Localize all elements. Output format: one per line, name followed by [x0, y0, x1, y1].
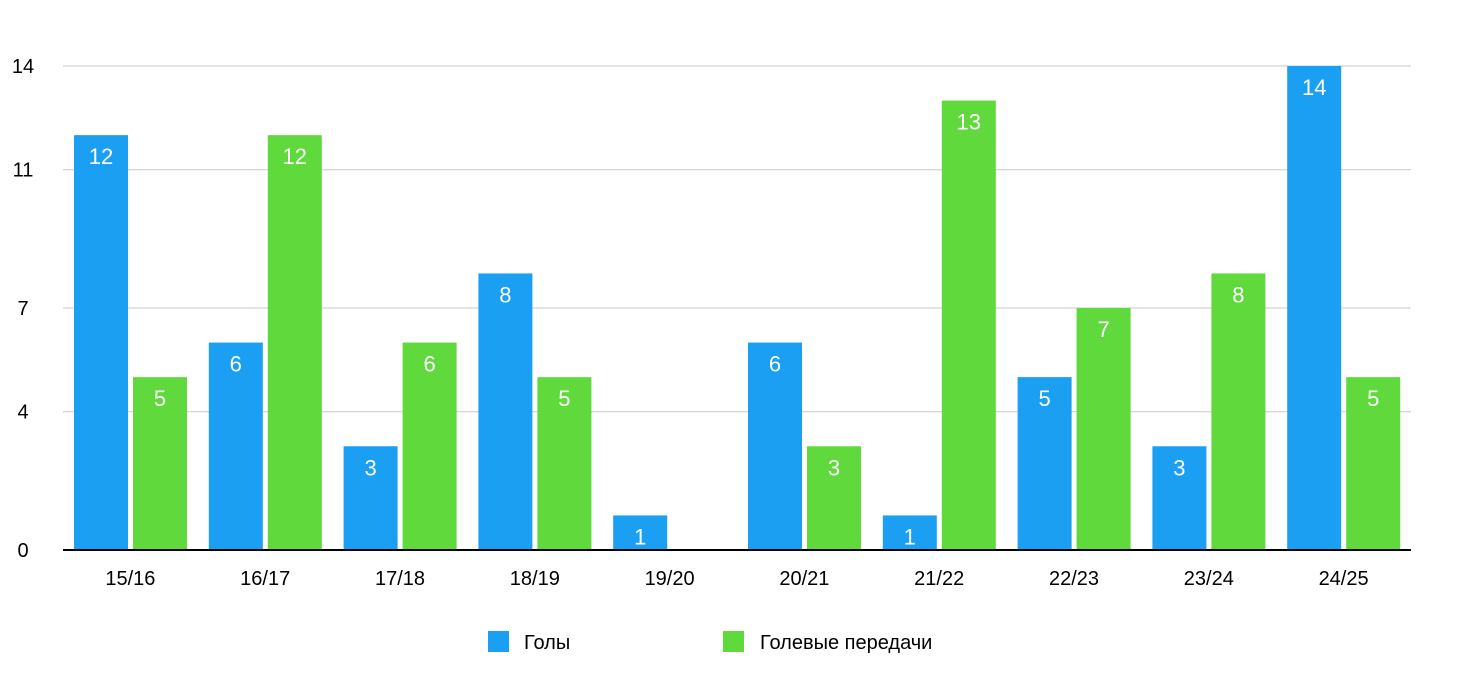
legend: Голы Голевые передачи — [488, 631, 932, 654]
x-tick-label: 15/16 — [105, 568, 155, 590]
bar-goals — [74, 135, 128, 550]
bar-goals — [613, 515, 668, 550]
bar-assists — [133, 377, 187, 550]
bar-goals — [343, 446, 398, 550]
bar-assists — [807, 446, 861, 550]
data-label: 13 — [957, 110, 981, 135]
bar-assists — [1346, 377, 1401, 550]
legend-swatch — [723, 631, 744, 652]
bar-assists — [941, 100, 996, 551]
x-tick-label: 17/18 — [375, 568, 425, 590]
data-label: 5 — [1367, 386, 1379, 411]
data-label: 3 — [1173, 455, 1185, 480]
bar-goals — [748, 342, 802, 550]
x-tick-label: 24/25 — [1319, 568, 1369, 590]
gridlines — [63, 65, 1411, 413]
bar-assists — [537, 377, 592, 550]
data-label: 7 — [1097, 317, 1109, 342]
x-tick-label: 22/23 — [1049, 568, 1099, 590]
data-label: 8 — [1232, 282, 1244, 307]
bar-assists — [267, 135, 322, 550]
bar-assists — [402, 342, 457, 550]
legend-label: Голевые передачи — [760, 632, 932, 654]
data-label: 12 — [89, 144, 113, 169]
data-label: 12 — [283, 144, 307, 169]
x-tick-label: 18/19 — [510, 568, 560, 590]
legend-label: Голы — [524, 632, 570, 654]
bars: 12 5 6 12 3 6 8 5 1 6 3 1 13 5 7 3 8 14 5 — [74, 66, 1401, 551]
data-label: 6 — [230, 352, 242, 377]
x-tick-label: 16/17 — [240, 568, 290, 590]
x-axis-ticks: 15/16 16/17 17/18 18/19 19/20 20/21 21/22 22/23… — [105, 568, 1368, 590]
bar-goals — [882, 515, 937, 550]
x-tick-label: 19/20 — [645, 568, 695, 590]
bar-goals — [1287, 66, 1342, 550]
y-tick-label: 4 — [17, 402, 28, 424]
bar-goals — [478, 273, 533, 550]
y-tick-label: 0 — [17, 540, 28, 562]
x-tick-label: 23/24 — [1184, 568, 1234, 590]
data-label: 5 — [1038, 386, 1050, 411]
bar-goals — [208, 342, 263, 550]
data-label: 6 — [423, 352, 435, 377]
y-tick-label: 11 — [13, 160, 34, 182]
data-label: 3 — [828, 455, 840, 480]
bar-goals — [1152, 446, 1207, 550]
y-tick-label: 14 — [12, 56, 34, 78]
data-label: 8 — [499, 282, 511, 307]
data-label: 5 — [154, 386, 166, 411]
data-label: 6 — [769, 352, 781, 377]
bar-assists — [1076, 308, 1131, 550]
data-label: 1 — [904, 524, 916, 549]
legend-swatch — [488, 631, 509, 652]
bar-assists — [1211, 273, 1266, 550]
bar-goals — [1017, 377, 1072, 550]
data-label: 5 — [558, 386, 570, 411]
data-label: 14 — [1302, 75, 1326, 100]
y-tick-label: 7 — [17, 298, 28, 320]
y-axis-ticks: 0 4 7 11 14 — [12, 56, 34, 562]
data-label: 3 — [364, 455, 376, 480]
x-tick-label: 20/21 — [779, 568, 829, 590]
x-tick-label: 21/22 — [914, 568, 964, 590]
data-label: 1 — [634, 524, 646, 549]
